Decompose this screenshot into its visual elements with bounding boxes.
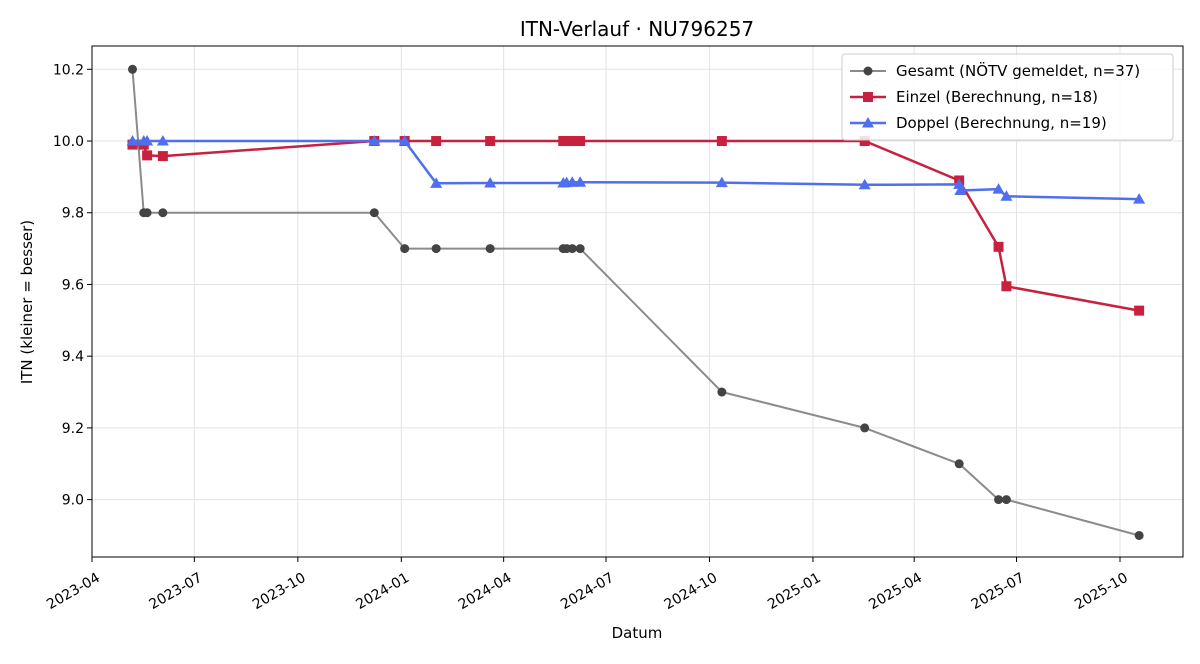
legend-entry: Einzel (Berechnung, n=18) (850, 88, 1098, 106)
data-point (1001, 281, 1012, 292)
data-point (858, 178, 871, 190)
y-tick-label: 9.2 (62, 421, 84, 437)
data-point (715, 176, 728, 188)
legend-box (841, 53, 1174, 141)
y-tick-label: 10.0 (53, 134, 84, 150)
series-circle (127, 64, 1144, 540)
data-point (368, 135, 381, 146)
data-point (717, 387, 727, 397)
data-point (430, 177, 443, 188)
data-point (994, 495, 1004, 505)
y-tick-label: 9.6 (62, 277, 84, 293)
data-point (158, 208, 168, 218)
data-point (1134, 530, 1144, 540)
data-point (953, 178, 966, 189)
legend-label: Einzel (Berechnung, n=18) (896, 88, 1098, 106)
data-point (954, 184, 967, 196)
legend-entry: Doppel (Berechnung, n=19) (850, 114, 1107, 132)
y-tick-label: 9.4 (62, 349, 84, 365)
data-point (1133, 193, 1146, 204)
y-tick-label: 10.2 (53, 62, 84, 78)
data-point (142, 208, 152, 218)
data-point (484, 176, 497, 188)
plot-frame (91, 45, 1184, 558)
legend-swatch-marker (862, 117, 874, 128)
data-point (485, 244, 495, 254)
data-point (561, 136, 572, 147)
series-layer (126, 64, 1146, 540)
y-tick-label: 9.0 (62, 493, 84, 509)
data-point (574, 176, 587, 187)
data-point (567, 244, 577, 254)
data-point (126, 135, 139, 146)
data-point (860, 423, 870, 433)
data-point (716, 136, 727, 147)
y-tick-label: 9.8 (62, 206, 84, 222)
data-point (1001, 495, 1011, 505)
legend-swatch-marker (863, 66, 873, 76)
data-point (141, 135, 154, 146)
x-axis-title: Datum (612, 624, 663, 642)
data-point (400, 244, 410, 254)
series-triangle (126, 135, 1146, 204)
data-point (127, 64, 137, 74)
y-axis-title: ITN (kleiner = besser) (18, 220, 36, 384)
legend-entry: Gesamt (NÖTV gemeldet, n=37) (850, 61, 1140, 80)
data-point (567, 136, 578, 147)
data-point (156, 135, 169, 146)
data-point (431, 136, 442, 147)
data-point (142, 150, 153, 161)
data-point (859, 136, 870, 147)
data-point (369, 208, 379, 218)
data-point (992, 183, 1005, 194)
legend-label: Doppel (Berechnung, n=19) (896, 114, 1107, 132)
data-point (485, 136, 496, 147)
data-point (993, 241, 1004, 252)
legend-label: Gesamt (NÖTV gemeldet, n=37) (896, 61, 1140, 80)
legend: Gesamt (NÖTV gemeldet, n=37) Einzel (Bere… (841, 53, 1174, 141)
legend-swatch-marker (863, 92, 873, 102)
chart-title: ITN-Verlauf · NU796257 (520, 17, 754, 41)
data-point (1000, 190, 1013, 201)
data-point (431, 244, 441, 254)
data-point (398, 135, 411, 146)
data-point (575, 244, 585, 254)
data-point (954, 459, 964, 469)
data-point (1134, 305, 1145, 316)
data-point (157, 151, 168, 162)
data-point (575, 136, 586, 147)
data-point (566, 176, 579, 187)
